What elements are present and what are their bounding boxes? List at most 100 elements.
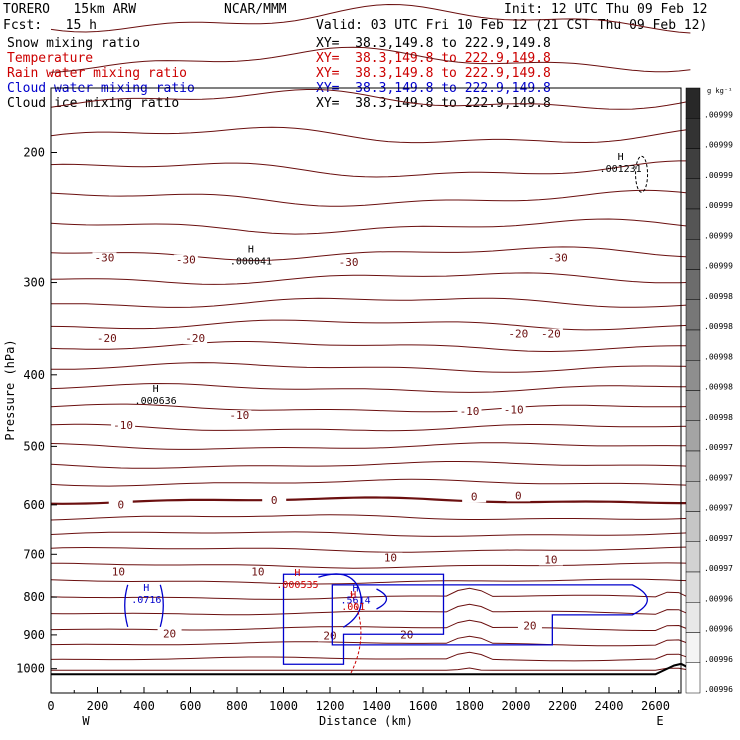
contour-label-bg: [227, 410, 252, 422]
temperature-contour: [51, 667, 691, 671]
colorbar-label: .00996: [704, 594, 733, 603]
contour-label-bg: [517, 620, 542, 632]
x-tick-label: 1800: [455, 699, 484, 713]
temperature-contour: [50, 218, 691, 235]
y-tick-label: 900: [23, 628, 45, 642]
temperature-contour: [50, 272, 691, 285]
x-tick-label: 800: [226, 699, 248, 713]
colorbar-segment: [685, 208, 701, 240]
max-value-label: .000041: [230, 256, 272, 267]
x-tick-label: 1200: [316, 699, 345, 713]
colorbar-segment: [685, 178, 701, 210]
field-name-temperature: Temperature: [7, 51, 94, 66]
max-value-label: .5614: [341, 596, 371, 607]
field-name-snow: Snow mixing ratio: [7, 36, 141, 51]
colorbar-segment: [685, 118, 701, 149]
temperature-contour: [50, 478, 691, 487]
colorbar-label: .00997: [704, 504, 733, 513]
max-marker: H: [353, 584, 359, 595]
colorbar-label: .00997: [704, 564, 733, 573]
temperature-contour: [50, 160, 691, 178]
colorbar-segment: [685, 420, 701, 452]
contour-label-bg: [538, 328, 563, 340]
field-name-cloud-ice: Cloud ice mixing ratio: [7, 96, 180, 111]
contour-label: -30: [95, 251, 115, 264]
colorbar-label: .00997: [704, 534, 733, 543]
contour-label-bg: [111, 419, 136, 431]
x-tick-label: 2400: [595, 699, 624, 713]
contour-label: 0: [515, 489, 522, 502]
rain-water-contour: [350, 592, 362, 674]
contour-label-bg: [157, 628, 182, 640]
contour-label: -10: [113, 419, 133, 432]
cloud-water-contour: [159, 584, 164, 628]
colorbar-segment: [685, 481, 701, 512]
x-tick-label: 0: [47, 699, 54, 713]
contour-label-bg: [262, 495, 287, 507]
temperature-contour: [50, 531, 691, 537]
x-axis: 0 200 400 600 800 1000 1200 1400 1600 1800 2000 220…: [47, 687, 680, 713]
temperature-contour: [50, 3, 691, 34]
contour-label: 0: [471, 490, 478, 503]
colorbar-segment: [685, 360, 701, 391]
x-tick-label: 2000: [502, 699, 531, 713]
max-value-label: .0716: [131, 595, 161, 606]
temperature-contour: [50, 635, 691, 647]
temperature-contour: [51, 562, 691, 569]
contour-label-bg: [318, 630, 342, 642]
y-tick-label: 500: [23, 439, 45, 453]
contour-label: -20: [185, 332, 205, 345]
contour-label-bg: [245, 566, 270, 578]
mixing-ratio-features: -30 -30 -30 -30 -20 -20 -20 -20 -10 -10 -10 -10 0 0 0 0…: [92, 152, 649, 674]
colorbar-segment: [685, 390, 701, 421]
max-marker: H: [618, 152, 624, 163]
x-tick-label: 1400: [362, 699, 391, 713]
y-tick-label: 300: [23, 276, 45, 290]
colorbar-segment: [685, 329, 701, 361]
max-marker: H: [143, 583, 149, 594]
east-label: E: [656, 714, 663, 728]
colorbar-label: .00996: [704, 655, 733, 664]
field-name-rain: Rain water mixing ratio: [7, 66, 188, 81]
contour-label-bg: [378, 552, 403, 564]
snow-contour: [635, 155, 649, 193]
temperature-contour: [50, 619, 691, 631]
x-tick-label: 2200: [548, 699, 577, 713]
x-axis-label: Distance (km): [319, 714, 413, 728]
temperature-contour: [50, 319, 691, 331]
x-tick-label: 1000: [269, 699, 298, 713]
contour-label-bg: [92, 252, 117, 264]
contour-label: 20: [163, 628, 176, 641]
contour-label-bg: [545, 252, 570, 264]
cloud-water-contour: [331, 584, 648, 646]
contour-label-bg: [183, 333, 208, 345]
colorbar-segment: [685, 662, 701, 694]
max-value-label: .001231: [600, 164, 642, 175]
contour-label-bg: [94, 333, 119, 345]
y-tick-label: 400: [23, 368, 45, 382]
contour-label-bg: [506, 328, 531, 340]
temperature-contour: [50, 126, 691, 144]
contour-label-bg: [457, 406, 482, 418]
y-tick-label: 1000: [16, 662, 45, 676]
contour-label-bg: [108, 499, 133, 511]
model-title: TORERO 15km ARW: [3, 2, 137, 17]
contour-label-bg: [501, 404, 526, 416]
colorbar-label: .00999: [704, 262, 733, 271]
x-tick-label: 1600: [409, 699, 438, 713]
forecast-hour: Fcst: 15 h: [3, 18, 97, 33]
contour-label: 10: [112, 565, 125, 578]
temperature-contour: [50, 603, 691, 616]
contour-label-bg: [336, 256, 361, 268]
colorbar-segment: [685, 632, 701, 663]
temperature-contour: [50, 246, 691, 261]
contour-label: -10: [504, 404, 524, 417]
temperature-contour: [50, 403, 691, 413]
colorbar-segment: [685, 269, 701, 300]
terrain-surface: [51, 662, 691, 676]
contour-label: 10: [544, 553, 557, 566]
contour-label-bg: [462, 491, 487, 503]
y-tick-label: 700: [23, 547, 45, 561]
colorbar-label: .00999: [704, 201, 733, 210]
